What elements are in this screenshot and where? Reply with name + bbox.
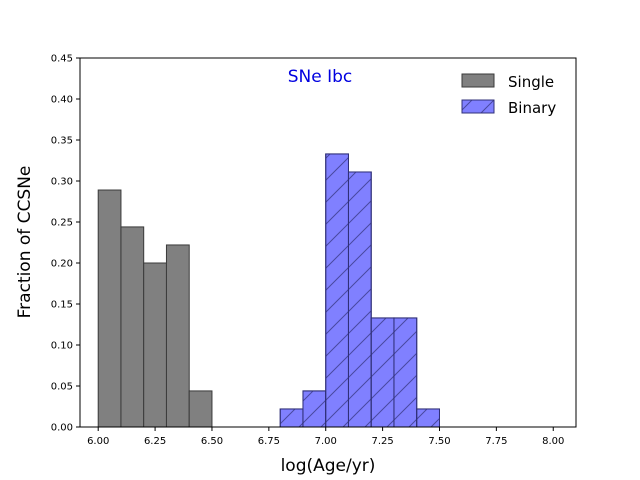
bar-single-6.0: [97, 189, 122, 428]
bar-hatch-binary-7.1: [347, 171, 372, 428]
bar-hatch-binary-7.2: [370, 317, 395, 428]
x-tick-label: 8.00: [542, 436, 564, 447]
y-axis-label: Fraction of CCSNe: [15, 166, 35, 319]
x-tick-label: 6.50: [201, 436, 223, 447]
y-tick-label: 0.30: [51, 177, 73, 188]
x-tick-label: 7.50: [428, 436, 450, 447]
y-tick-label: 0.20: [51, 259, 73, 270]
legend-label-single: Single: [508, 73, 554, 91]
x-tick-label: 7.00: [315, 436, 337, 447]
y-tick-label: 0.00: [51, 423, 73, 434]
bar-hatch-binary-7.0: [325, 153, 349, 428]
bar-hatch-binary-6.9: [302, 390, 327, 428]
bar-single-6.2: [143, 262, 167, 428]
y-tick-label: 0.35: [51, 136, 73, 147]
bar-single-6.3: [165, 244, 190, 428]
x-axis-label: log(Age/yr): [281, 456, 376, 476]
y-tick-label: 0.40: [51, 95, 73, 106]
bar-single-6.1: [120, 226, 145, 428]
bar-hatch-binary-7.3: [393, 317, 418, 428]
histogram-bars: [97, 153, 440, 428]
y-tick-label: 0.45: [51, 54, 73, 65]
y-tick-label: 0.25: [51, 218, 73, 229]
legend-swatch-single: [461, 73, 495, 88]
x-tick-label: 6.00: [87, 436, 109, 447]
y-tick-label: 0.15: [51, 300, 73, 311]
legend: Single Binary: [461, 73, 556, 117]
x-axis: 6.00 6.25 6.50 6.75 7.00 7.25 7.50 7.75 8.00: [87, 427, 564, 447]
y-tick-label: 0.10: [51, 341, 73, 352]
x-tick-label: 7.25: [371, 436, 393, 447]
y-tick-label: 0.05: [51, 382, 73, 393]
legend-swatch-binary-hatch: [461, 99, 495, 114]
axes-frame: [79, 57, 577, 428]
x-tick-label: 7.75: [485, 436, 507, 447]
bar-hatch-binary-6.8: [279, 408, 304, 428]
annotation-sne-ibc: SNe Ibc: [288, 67, 353, 87]
x-tick-label: 6.75: [258, 436, 280, 447]
bar-hatch-binary-7.4: [416, 408, 440, 428]
x-tick-label: 6.25: [144, 436, 166, 447]
y-axis: 0.00 0.05 0.10 0.15 0.20 0.25 0.30 0.35 0.40 0.45: [51, 54, 80, 434]
bar-single-6.4: [188, 390, 213, 428]
legend-label-binary: Binary: [508, 99, 556, 117]
